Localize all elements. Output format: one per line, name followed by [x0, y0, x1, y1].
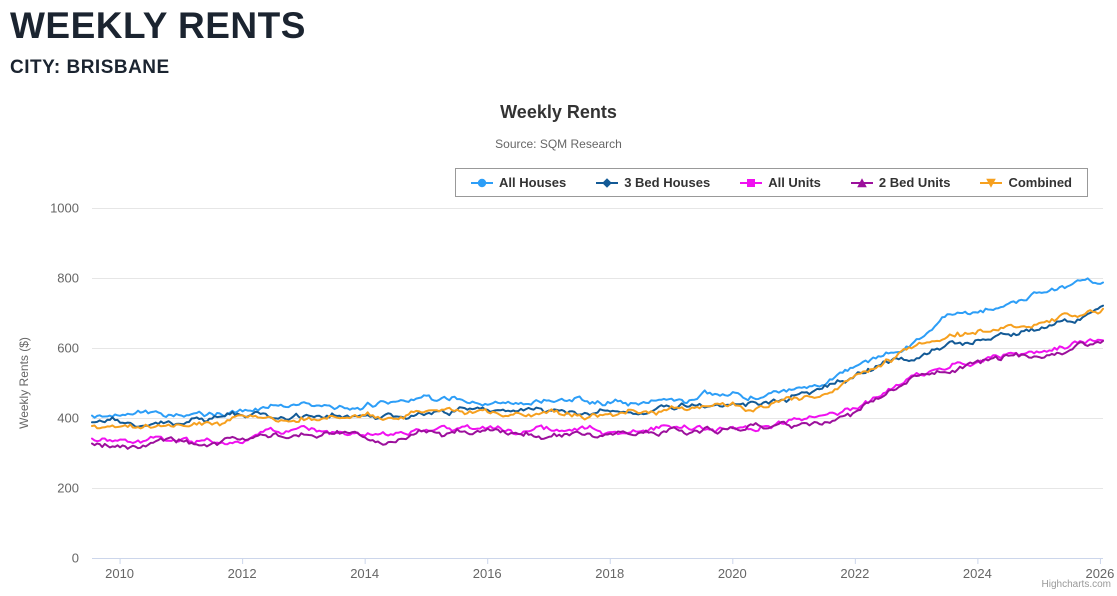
legend-marker-square-icon — [740, 178, 763, 187]
chart-subtitle: Source: SQM Research — [495, 137, 622, 151]
y-axis-tick-label: 200 — [57, 481, 79, 496]
legend-label: 3 Bed Houses — [624, 175, 711, 190]
legend-label: All Houses — [499, 175, 567, 190]
series-line-all-units[interactable] — [91, 338, 1104, 446]
y-axis-tick-label: 400 — [57, 411, 79, 426]
y-axis-tick-label: 0 — [72, 551, 79, 566]
legend-item-3-bed-houses[interactable]: 3 Bed Houses — [596, 175, 710, 190]
series-line-combined[interactable] — [91, 307, 1104, 430]
legend-label: Combined — [1008, 175, 1072, 190]
x-axis-tick-label: 2014 — [350, 566, 379, 581]
legend-label: 2 Bed Units — [878, 175, 951, 190]
chart-title: Weekly Rents — [500, 102, 617, 122]
y-axis-title: Weekly Rents ($) — [17, 337, 31, 429]
y-axis-tick-label: 600 — [57, 341, 79, 356]
y-axis-tick-label: 1000 — [50, 201, 79, 216]
page-header: WEEKLY RENTS CITY: BRISBANE — [10, 4, 306, 79]
x-axis-tick-label: 2020 — [718, 566, 747, 581]
chart-legend: All Houses 3 Bed Houses All Units 2 Bed Uni… — [455, 168, 1088, 197]
legend-item-all-units[interactable]: All Units — [740, 175, 821, 190]
x-axis-tick-label: 2018 — [595, 566, 624, 581]
series-line-3-bed-houses[interactable] — [91, 304, 1104, 428]
legend-marker-diamond-icon — [596, 177, 619, 188]
x-axis-tick-label: 2016 — [473, 566, 502, 581]
legend-marker-triangle-down-icon — [980, 178, 1003, 188]
series-line-all-houses[interactable] — [91, 277, 1104, 419]
legend-item-2-bed-units[interactable]: 2 Bed Units — [850, 175, 951, 190]
y-axis-tick-label: 800 — [57, 271, 79, 286]
legend-marker-circle-icon — [471, 178, 494, 187]
highcharts-credits[interactable]: Highcharts.com — [1041, 579, 1111, 590]
x-axis-tick-label: 2024 — [963, 566, 992, 581]
legend-label: All Units — [768, 175, 821, 190]
series-line-2-bed-units[interactable] — [91, 339, 1104, 450]
x-axis-tick-label: 2022 — [840, 566, 869, 581]
x-axis-tick-label: 2012 — [228, 566, 257, 581]
page-subtitle: CITY: BRISBANE — [10, 57, 170, 79]
legend-item-combined[interactable]: Combined — [980, 175, 1072, 190]
legend-marker-triangle-icon — [850, 177, 873, 187]
legend-item-all-houses[interactable]: All Houses — [471, 175, 566, 190]
page-title: WEEKLY RENTS — [10, 5, 306, 46]
x-axis-tick-label: 2010 — [105, 566, 134, 581]
